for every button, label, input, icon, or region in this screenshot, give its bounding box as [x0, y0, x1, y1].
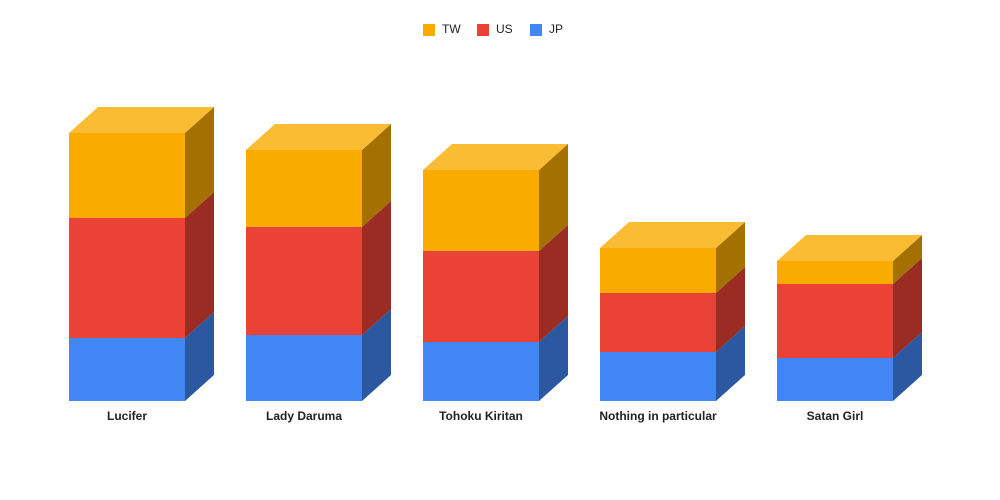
bar-side [539, 316, 568, 401]
bar-top [600, 222, 745, 248]
x-tick-label: Lucifer [107, 409, 147, 423]
bar [600, 248, 716, 293]
x-tick-label: Satan Girl [807, 409, 864, 423]
legend-label: TW [442, 22, 461, 36]
bar [423, 251, 539, 342]
bar-top [246, 124, 391, 150]
bar [246, 150, 362, 227]
bar [423, 342, 539, 401]
bar-side [185, 192, 214, 338]
x-tick-label: Tohoku Kiritan [439, 409, 523, 423]
bar [423, 170, 539, 251]
x-tick-label: Nothing in particular [599, 409, 717, 423]
legend-swatch [477, 24, 489, 36]
bar-top [777, 235, 922, 261]
bar-side [539, 144, 568, 251]
legend-swatch [423, 24, 435, 36]
bar [777, 358, 893, 401]
bar [69, 218, 185, 338]
bar [246, 227, 362, 335]
legend-label: JP [549, 22, 563, 36]
bar-side [716, 326, 745, 401]
bar [777, 261, 893, 284]
bar-side [893, 235, 922, 284]
legend-label: US [496, 22, 513, 36]
bar-side [893, 258, 922, 358]
bar [600, 293, 716, 352]
bar [69, 338, 185, 401]
bar-side [185, 312, 214, 401]
bar-side [362, 201, 391, 335]
legend-swatch [530, 24, 542, 36]
bar-side [362, 309, 391, 401]
x-tick-label: Lady Daruma [266, 409, 342, 423]
bar-side [893, 332, 922, 401]
bar-side [539, 225, 568, 342]
bar-side [716, 222, 745, 293]
bar-top [423, 144, 568, 170]
bar [600, 352, 716, 401]
bar-side [362, 124, 391, 227]
bar-side [185, 107, 214, 218]
bar-top [69, 107, 214, 133]
bar [69, 133, 185, 218]
bar [777, 284, 893, 358]
bar [246, 335, 362, 401]
bar-side [716, 267, 745, 352]
